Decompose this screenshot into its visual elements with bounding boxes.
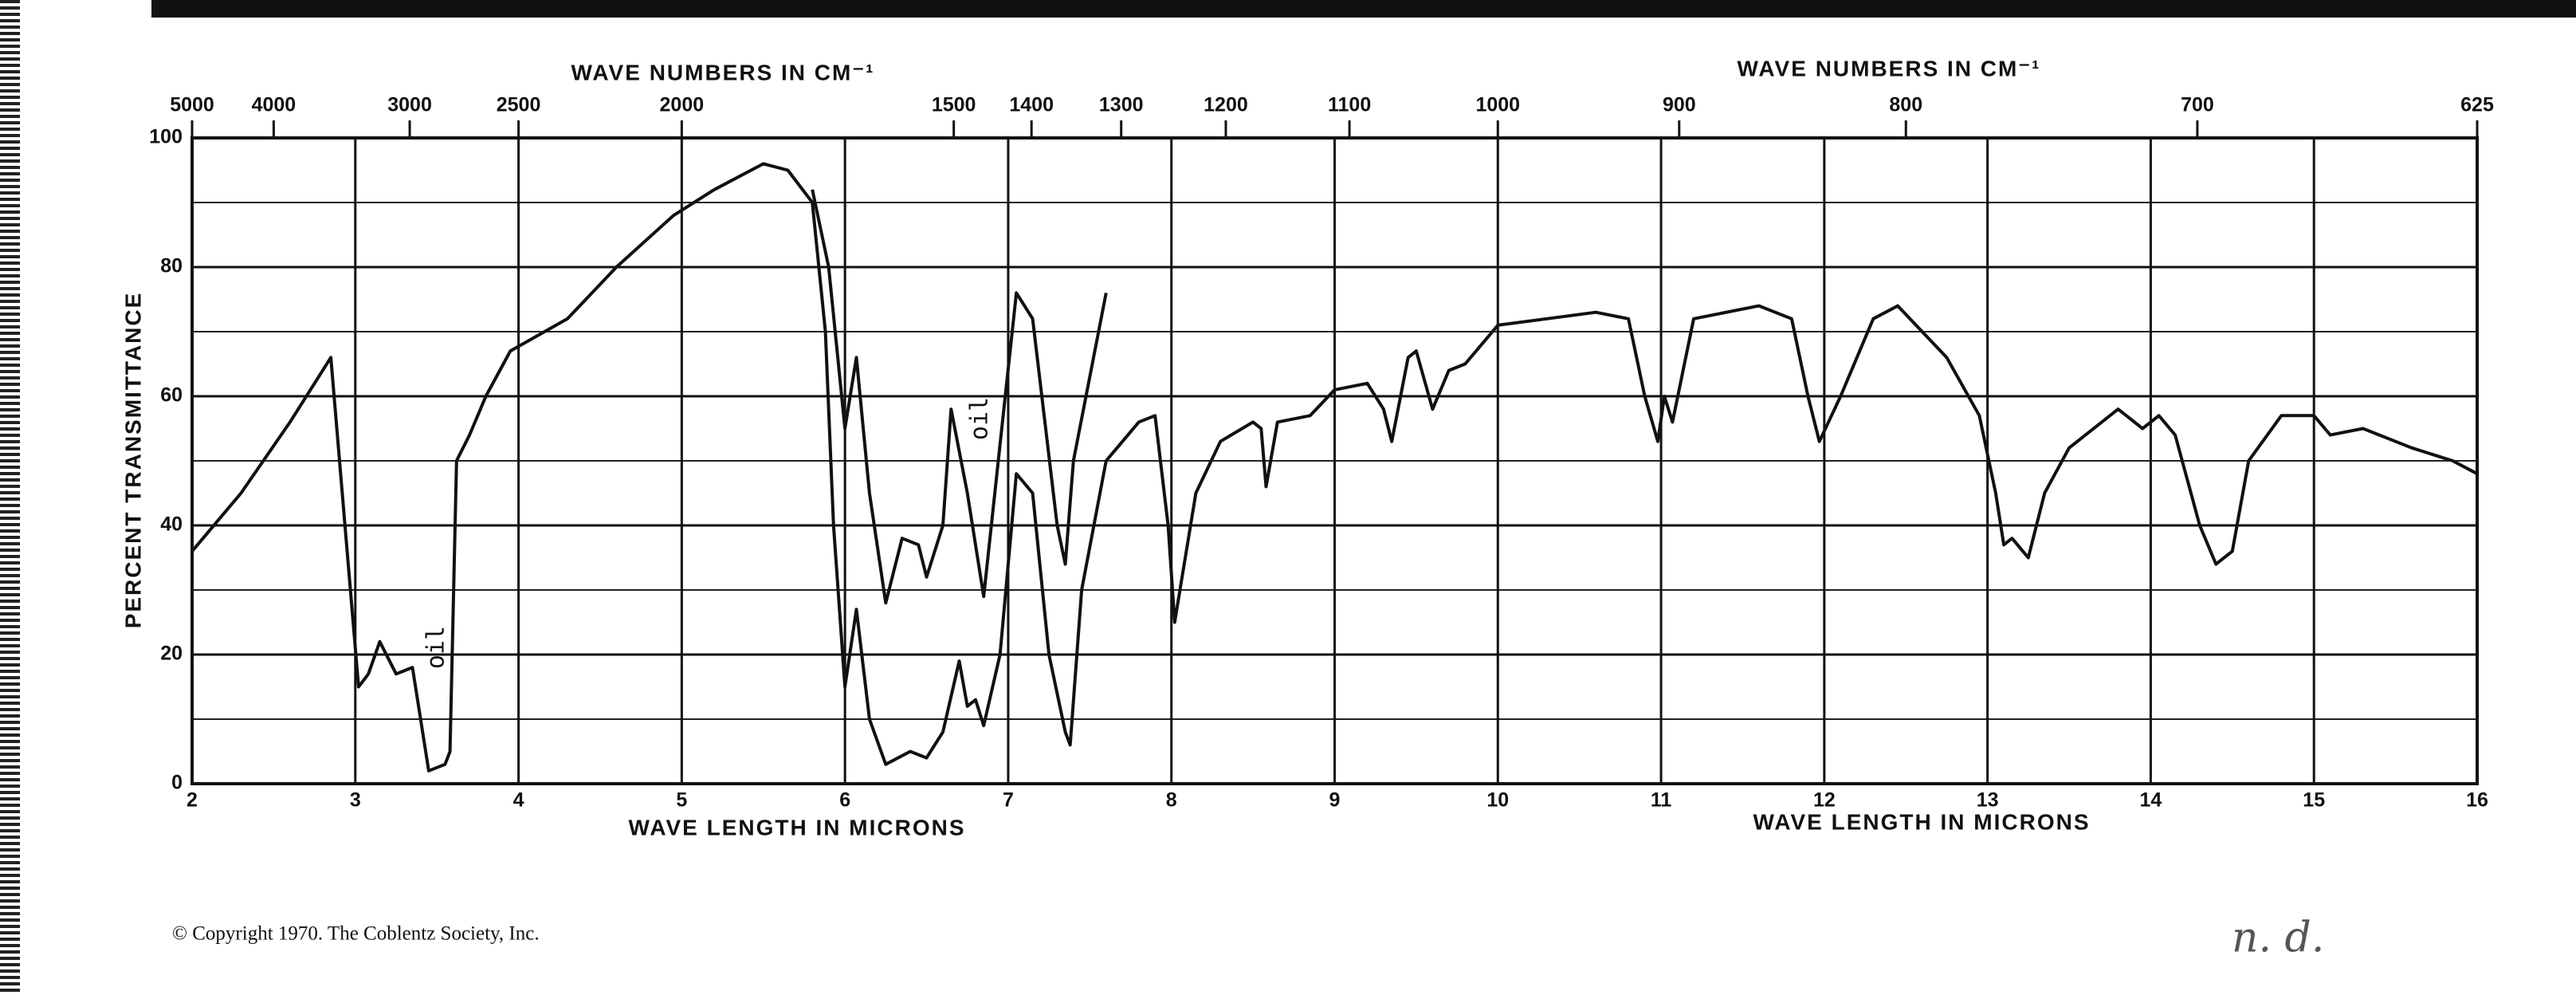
plot-frame bbox=[190, 136, 2479, 785]
spectrum-line bbox=[190, 162, 2478, 773]
top-tick-label: 1500 bbox=[932, 94, 976, 116]
top-tick-label: 1100 bbox=[1328, 94, 1371, 116]
x-tick-label: 15 bbox=[2303, 789, 2325, 812]
annotation: oil bbox=[422, 626, 450, 669]
y-tick-label: 80 bbox=[160, 255, 183, 277]
top-tick-label: 4000 bbox=[252, 94, 296, 116]
top-tick-label: 1300 bbox=[1099, 94, 1144, 116]
x-tick-label: 3 bbox=[350, 789, 361, 812]
x-tick-label: 10 bbox=[1486, 789, 1509, 812]
x-tick-label: 14 bbox=[2140, 789, 2162, 812]
x-tick-label: 5 bbox=[676, 789, 687, 812]
x-tick-label: 9 bbox=[1329, 789, 1341, 812]
x-tick-label: 4 bbox=[513, 789, 524, 812]
handwritten-note: n. d. bbox=[2232, 914, 2324, 962]
x-tick-label: 8 bbox=[1166, 789, 1177, 812]
top-tick-label: 5000 bbox=[170, 94, 214, 116]
y-tick-label: 60 bbox=[160, 384, 183, 407]
top-tick-label: 900 bbox=[1663, 94, 1696, 116]
top-bar bbox=[151, 0, 2576, 18]
top-tick-label: 800 bbox=[1889, 94, 1922, 116]
x-axis-label: WAVE LENGTH IN MICRONS bbox=[1753, 809, 2090, 834]
x-tick-label: 2 bbox=[187, 789, 198, 812]
spectrum-line bbox=[811, 189, 1108, 605]
x-tick-label: 16 bbox=[2466, 789, 2488, 812]
top-tick-label: 2500 bbox=[497, 94, 541, 116]
edge-stripes bbox=[0, 0, 20, 995]
top-tick-label: 700 bbox=[2181, 94, 2214, 116]
x-tick-label: 12 bbox=[1813, 789, 1836, 812]
y-tick-label: 20 bbox=[160, 643, 183, 665]
x-axis-label: WAVE LENGTH IN MICRONS bbox=[628, 815, 965, 840]
plot-area: 0 20 40 60 80 100 2 3 4 5 6 7 8 9 10 11 12 13 14 15 16 5000 40… bbox=[149, 94, 2494, 812]
top-tick-label: 3000 bbox=[387, 94, 432, 116]
y-tick-label: 40 bbox=[160, 513, 183, 536]
y-axis-label: PERCENT TRANSMITTANCE bbox=[120, 292, 145, 629]
x-tick-label: 7 bbox=[1003, 789, 1014, 812]
y-tick-label: 0 bbox=[171, 772, 183, 794]
top-axis-label: WAVE NUMBERS IN CM⁻¹ bbox=[571, 60, 875, 85]
x-tick-label: 13 bbox=[1977, 789, 1999, 812]
x-tick-label: 6 bbox=[839, 789, 850, 812]
x-tick-label: 11 bbox=[1651, 789, 1672, 812]
top-tick-label: 2000 bbox=[660, 94, 705, 116]
copyright: © Copyright 1970. The Coblentz Society, … bbox=[172, 923, 540, 945]
y-tick-label: 100 bbox=[149, 126, 183, 148]
annotation: oil bbox=[966, 397, 994, 440]
top-tick-label: 1400 bbox=[1009, 94, 1054, 116]
top-tick-label: 1200 bbox=[1204, 94, 1248, 116]
top-tick-label: 1000 bbox=[1475, 94, 1520, 116]
top-tick-label: 625 bbox=[2460, 94, 2494, 116]
top-axis-label: WAVE NUMBERS IN CM⁻¹ bbox=[1738, 56, 2041, 81]
